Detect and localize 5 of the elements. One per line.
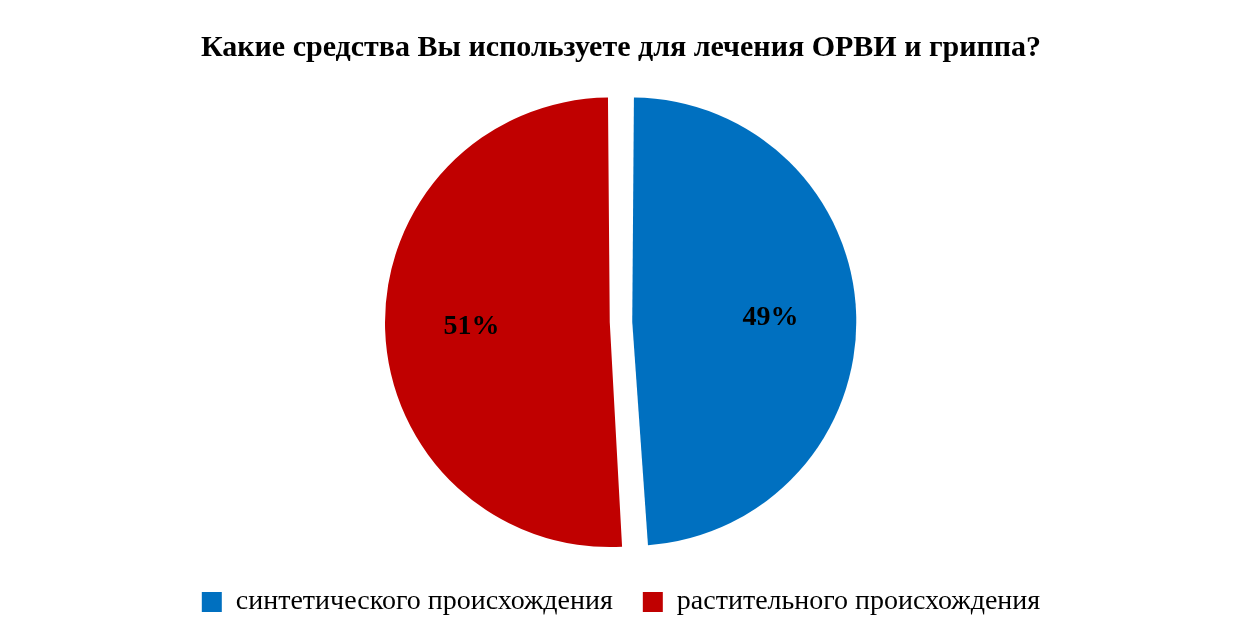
- data-label: 51%: [443, 308, 500, 340]
- legend-label: растительного происхождения: [676, 584, 1041, 616]
- chart-title: Какие средства Вы используете для лечения ОРВИ и гриппа?: [200, 28, 1042, 62]
- data-label: 49%: [742, 299, 799, 331]
- legend-label: синтетического происхождения: [235, 584, 613, 616]
